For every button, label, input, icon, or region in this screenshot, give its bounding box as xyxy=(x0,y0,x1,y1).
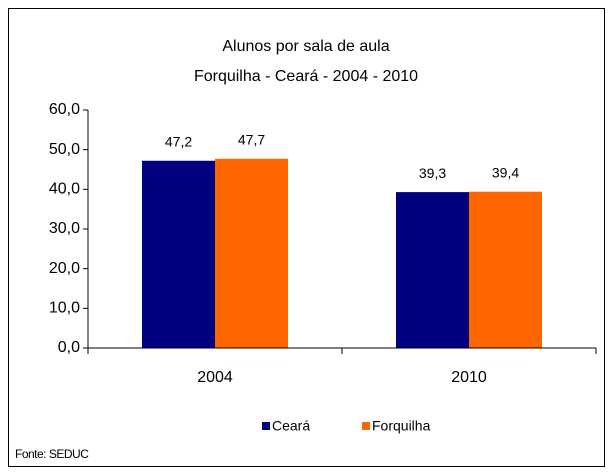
value-label: 39,3 xyxy=(419,165,446,181)
bar xyxy=(396,192,469,348)
value-label: 47,7 xyxy=(238,131,265,147)
y-tick-label: 50,0 xyxy=(49,141,80,158)
value-label: 47,2 xyxy=(165,133,192,149)
legend-label: Ceará xyxy=(272,418,310,434)
legend-swatch xyxy=(262,422,270,430)
chart-title: Alunos por sala de aula xyxy=(222,38,389,55)
bar xyxy=(215,158,288,348)
value-label: 39,4 xyxy=(492,164,519,180)
legend-swatch xyxy=(362,422,370,430)
legend-label: Forquilha xyxy=(372,418,431,434)
bar xyxy=(469,191,542,348)
y-tick-label: 0,0 xyxy=(58,339,80,356)
bar xyxy=(142,160,215,348)
y-tick-label: 20,0 xyxy=(49,260,80,277)
y-tick-label: 10,0 xyxy=(49,300,80,317)
source-note: Fonte: SEDUC xyxy=(15,447,89,461)
chart-subtitle: Forquilha - Ceará - 2004 - 2010 xyxy=(194,68,418,85)
x-tick-label: 2010 xyxy=(451,369,487,386)
y-tick-label: 60,0 xyxy=(49,101,80,118)
x-tick-label: 2004 xyxy=(197,369,233,386)
y-tick-label: 40,0 xyxy=(49,181,80,198)
y-tick-label: 30,0 xyxy=(49,220,80,237)
